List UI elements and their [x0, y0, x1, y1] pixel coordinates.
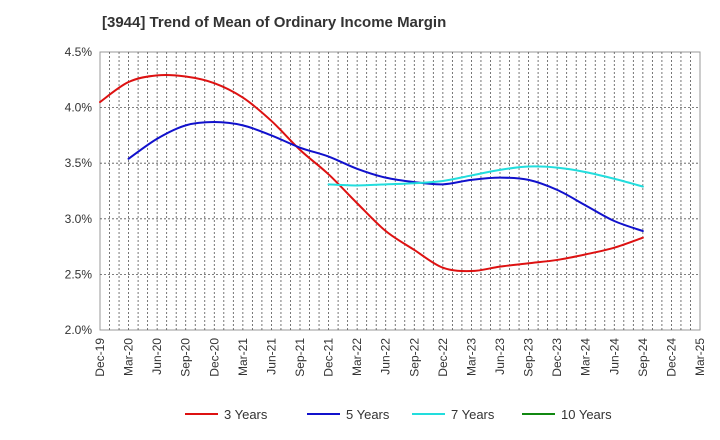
- y-tick-label: 4.5%: [65, 45, 93, 59]
- x-tick-label: Dec-19: [93, 338, 107, 377]
- series-line-5-years: [127, 121, 644, 233]
- x-tick-label: Jun-20: [150, 338, 164, 375]
- x-tick-label: Mar-22: [350, 338, 364, 376]
- chart-title: [3944] Trend of Mean of Ordinary Income …: [102, 14, 447, 31]
- x-tick-label: Dec-24: [664, 338, 678, 377]
- plot-area: [99, 51, 701, 331]
- y-tick-label: 3.5%: [65, 156, 93, 170]
- x-tick-label: Mar-20: [122, 338, 136, 376]
- legend-label-10-years: 10 Years: [561, 407, 612, 422]
- x-tick-label: Mar-21: [236, 338, 250, 376]
- x-tick-label: Dec-20: [207, 338, 221, 377]
- x-tick-label: Dec-21: [322, 338, 336, 377]
- y-tick-label: 4.0%: [65, 101, 93, 115]
- x-tick-label: Dec-22: [436, 338, 450, 377]
- legend-label-3-years: 3 Years: [224, 407, 268, 422]
- series-line-3-years: [99, 73, 644, 273]
- x-tick-label: Sep-24: [636, 338, 650, 377]
- x-tick-label: Jun-21: [264, 338, 278, 375]
- y-tick-label: 3.0%: [65, 212, 93, 226]
- x-tick-label: Sep-21: [293, 338, 307, 377]
- x-tick-label: Jun-23: [493, 338, 507, 375]
- y-tick-label: 2.0%: [65, 323, 93, 337]
- y-tick-label: 2.5%: [65, 267, 93, 281]
- x-tick-label: Mar-24: [579, 338, 593, 376]
- legend-label-7-years: 7 Years: [451, 407, 495, 422]
- x-tick-label: Sep-20: [179, 338, 193, 377]
- x-tick-label: Dec-23: [550, 338, 564, 377]
- series-line-7-years: [327, 165, 644, 188]
- x-tick-label: Jun-24: [607, 338, 621, 375]
- legend-label-5-years: 5 Years: [346, 407, 390, 422]
- x-tick-label: Jun-22: [379, 338, 393, 375]
- x-tick-label: Mar-25: [693, 338, 707, 376]
- x-tick-label: Sep-23: [522, 338, 536, 377]
- x-tick-label: Sep-22: [407, 338, 421, 377]
- x-tick-label: Mar-23: [464, 338, 478, 376]
